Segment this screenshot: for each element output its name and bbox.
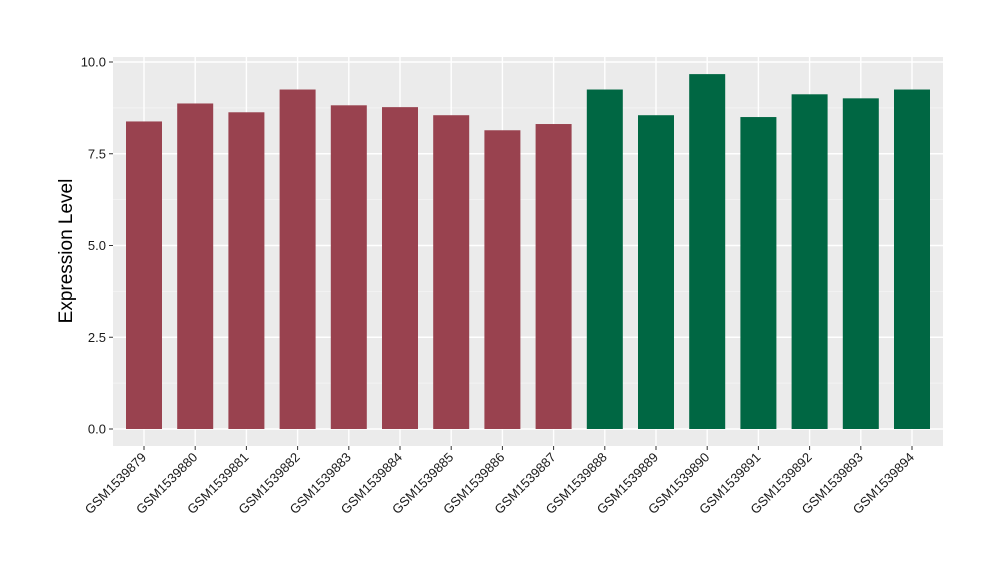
bar-GSM1539884	[382, 107, 418, 430]
bar-GSM1539886	[484, 130, 521, 429]
y-tick-label: 10.0	[81, 55, 106, 70]
bar-GSM1539885	[433, 115, 470, 429]
bar-GSM1539888	[586, 89, 623, 430]
bar-GSM1539892	[791, 94, 828, 430]
bar-GSM1539893	[842, 98, 879, 429]
y-axis-title: Expression Level	[56, 179, 77, 324]
y-axis: 0.0 2.5 5.0 7.5 10.0	[81, 55, 113, 437]
bar-GSM1539881	[228, 112, 265, 430]
x-axis: GSM1539879GSM1539880GSM1539881GSM1539882…	[82, 446, 917, 517]
y-tick-label: 2.5	[88, 330, 106, 345]
y-tick-label: 0.0	[88, 422, 106, 437]
bar-GSM1539889	[638, 115, 674, 429]
y-tick-label: 5.0	[88, 238, 106, 253]
bar-GSM1539887	[535, 124, 572, 429]
bar-GSM1539879	[126, 121, 162, 429]
bar-GSM1539882	[279, 89, 316, 430]
bar-GSM1539894	[894, 89, 930, 430]
bar-GSM1539883	[330, 105, 367, 429]
y-tick-label: 7.5	[88, 146, 106, 161]
bars	[126, 74, 930, 430]
bar-GSM1539891	[740, 117, 777, 430]
bar-GSM1539880	[177, 103, 214, 429]
bar-GSM1539890	[689, 74, 726, 430]
